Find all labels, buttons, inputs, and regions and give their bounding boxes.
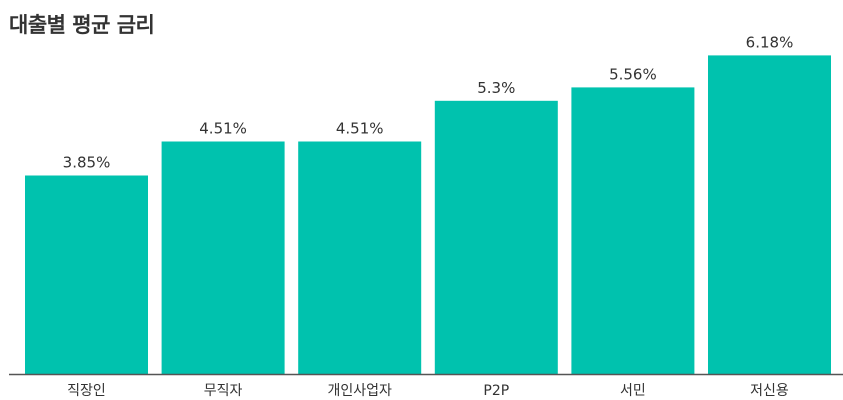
x-tick-label-4: P2P bbox=[483, 383, 509, 399]
value-labels-group: 3.85% 4.51% 4.51% 5.3% 5.56% 6.18% bbox=[63, 33, 794, 171]
bar-value-label-6: 6.18% bbox=[746, 33, 794, 51]
x-tick-label-2: 무직자 bbox=[204, 383, 243, 399]
x-tick-label-5: 서민 bbox=[620, 383, 646, 399]
bar-value-label-1: 3.85% bbox=[63, 154, 111, 172]
bar-6 bbox=[708, 55, 831, 375]
x-tick-label-1: 직장인 bbox=[67, 383, 106, 399]
bar-3 bbox=[298, 141, 422, 374]
bar-5 bbox=[571, 87, 695, 375]
x-tick-label-3: 개인사업자 bbox=[327, 383, 392, 399]
bar-value-label-5: 5.56% bbox=[609, 65, 657, 83]
bar-1 bbox=[25, 175, 148, 374]
x-tick-label-6: 저신용 bbox=[750, 383, 789, 399]
chart-title: 대출별 평균 금리 bbox=[9, 13, 155, 37]
bar-value-label-4: 5.3% bbox=[477, 79, 515, 97]
bar-4 bbox=[434, 100, 558, 375]
x-tick-labels-group: 직장인 무직자 개인사업자 P2P 서민 저신용 bbox=[67, 383, 789, 399]
bar-value-label-3: 4.51% bbox=[336, 120, 384, 138]
bar-2 bbox=[161, 141, 285, 374]
bars-group bbox=[25, 55, 831, 375]
bar-value-label-2: 4.51% bbox=[199, 120, 247, 138]
